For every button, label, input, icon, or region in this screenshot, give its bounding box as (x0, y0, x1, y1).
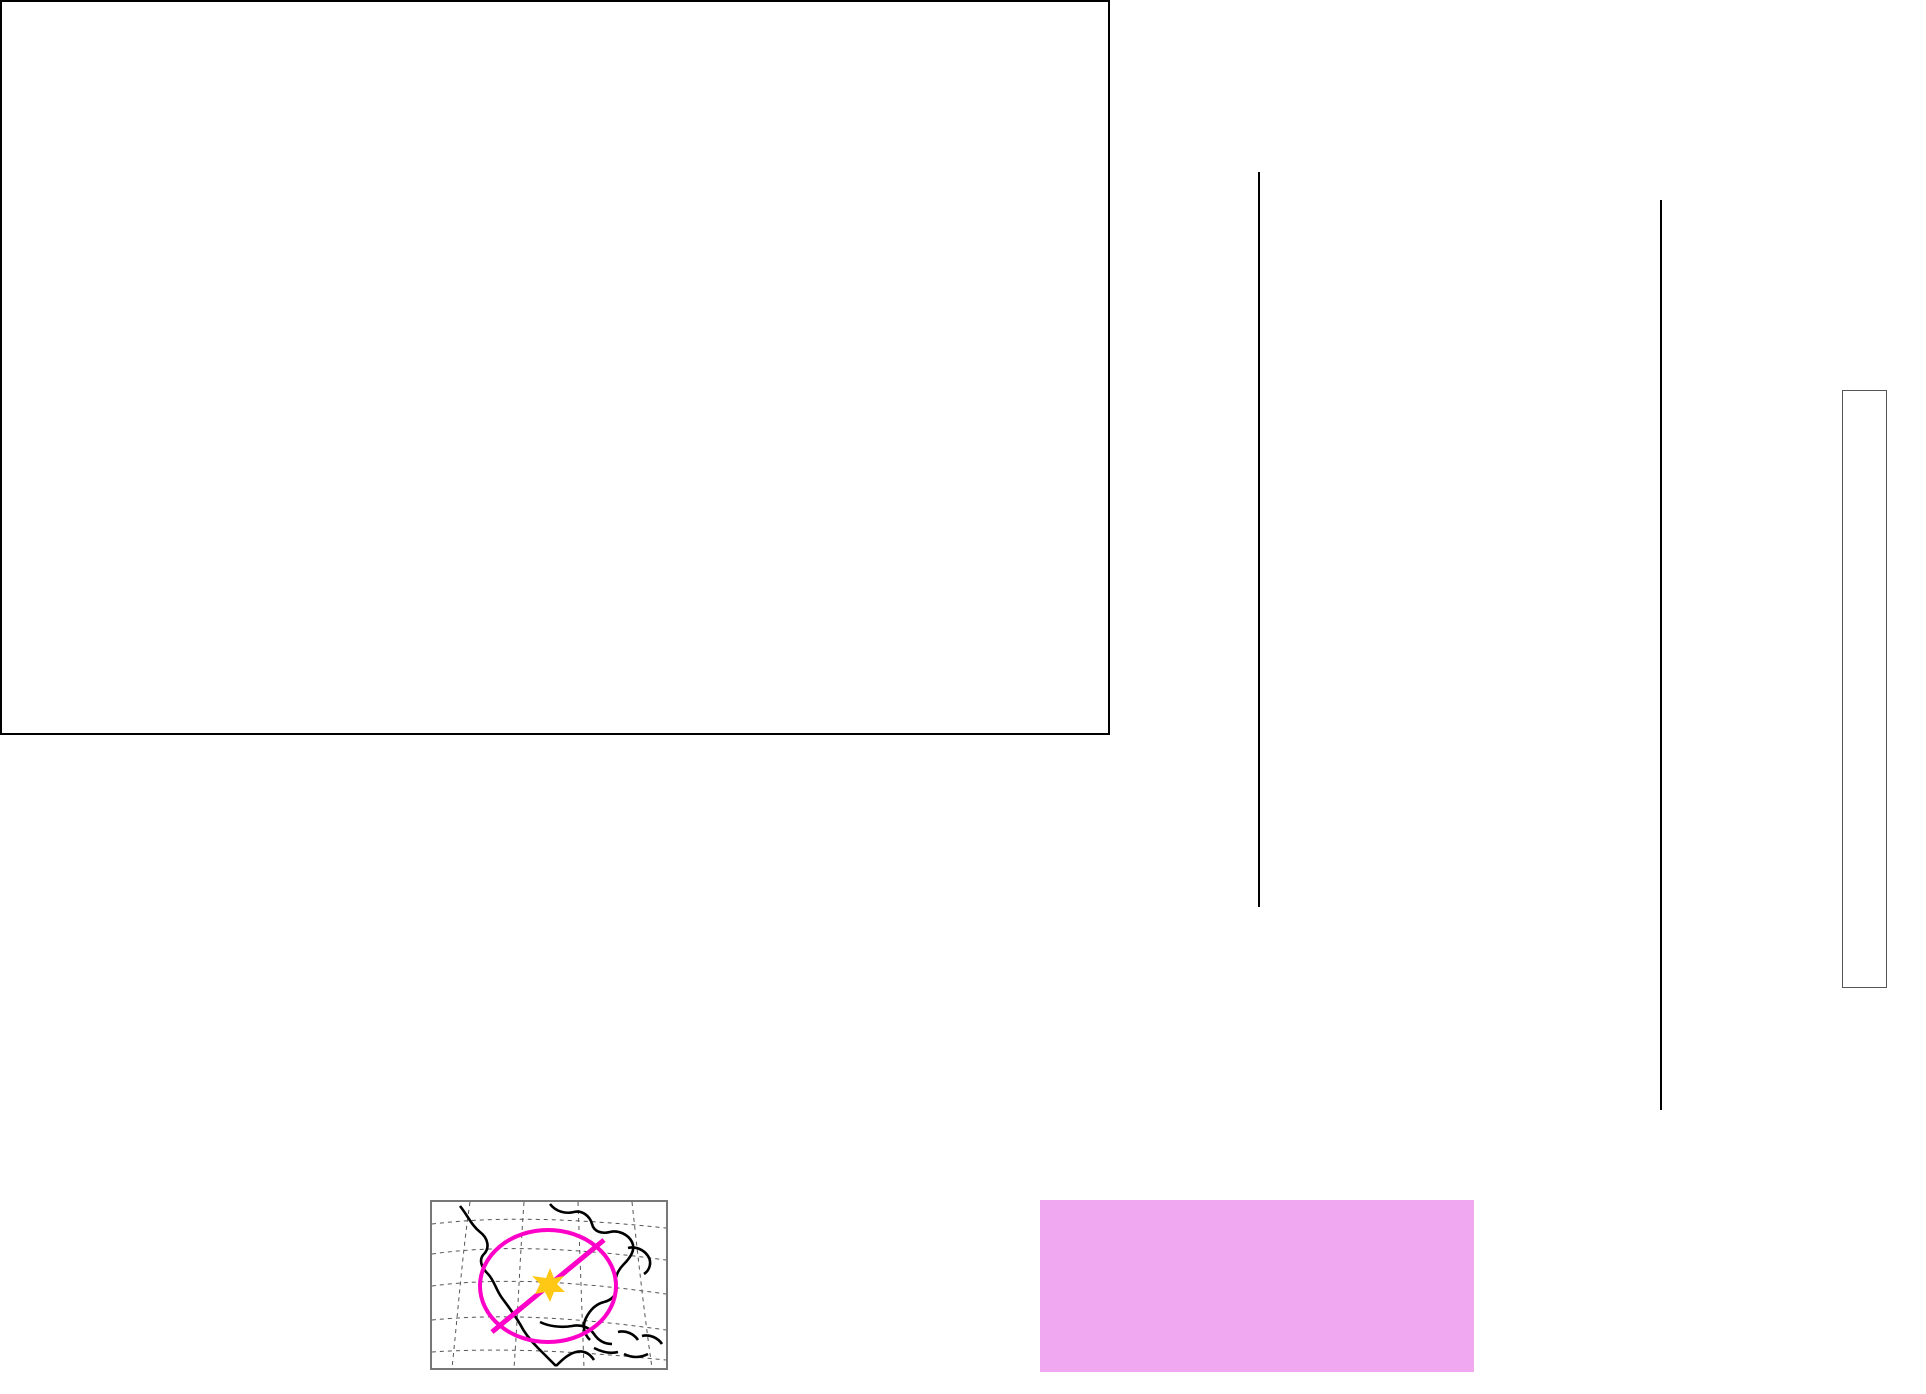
map-inset-svg (432, 1202, 666, 1368)
map-inset[interactable] (430, 1200, 668, 1370)
colorbar[interactable] (1842, 390, 1887, 988)
center-star (532, 1268, 565, 1302)
graticule (432, 1202, 666, 1368)
cross-section-plot[interactable] (0, 0, 1110, 735)
z-kft-axis-line (1660, 200, 1662, 1110)
range-circle (478, 1228, 618, 1344)
z-km-axis-line (1258, 172, 1260, 907)
coastlines (458, 1203, 664, 1367)
legend-box (1040, 1200, 1474, 1372)
ozone-contour-field (0, 0, 1106, 731)
